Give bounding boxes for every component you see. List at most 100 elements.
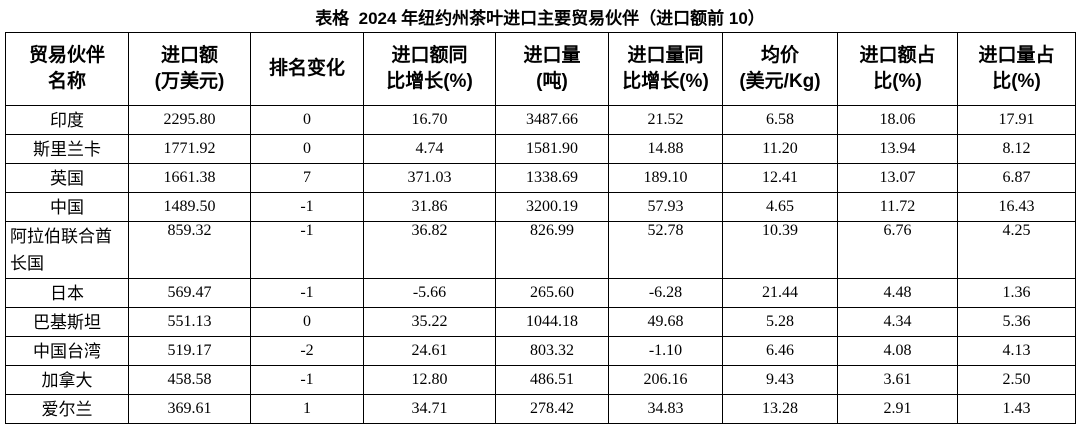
header-row: 贸易伙伴名称 进口额 (万美元) 排名变化 进口额同 比增长(%) 进口量 (吨) 进口量同比增… [5,32,1076,106]
data-cell: 859.32 [128,221,251,279]
data-cell: 24.61 [363,336,496,366]
data-cell: 1661.38 [128,163,251,193]
data-cell: 0 [250,105,364,135]
data-cell: 13.07 [837,163,958,193]
data-cell: 17.91 [957,105,1076,135]
header-cell: 进口额同 比增长(%) [363,32,496,106]
data-cell: 57.93 [608,192,723,222]
data-cell: 278.42 [495,394,609,424]
data-cell: 4.74 [363,134,496,164]
data-cell: 16.70 [363,105,496,135]
data-cell: 3487.66 [495,105,609,135]
header-line: 排名变化 [268,58,345,79]
data-cell: 265.60 [495,278,609,308]
data-cell: 1 [250,394,364,424]
data-cell: 13.28 [722,394,838,424]
table-row: 加拿大 458.58 -1 12.80 486.51 206.16 9.43 3.61 2.50 [5,365,1076,395]
data-table: 贸易伙伴名称 进口额 (万美元) 排名变化 进口额同 比增长(%) 进口量 (吨) 进口量同比增… [5,32,1076,424]
partner-name: 日本 [5,278,129,308]
data-cell: 1581.90 [495,134,609,164]
data-cell: 5.36 [957,307,1076,337]
partner-name: 中国 [5,192,129,222]
data-cell: 1771.92 [128,134,251,164]
header-line: (美元/Kg) [739,71,821,92]
header-line: (吨) [536,71,568,92]
partner-name: 斯里兰卡 [5,134,129,164]
header-line: 贸易伙伴 [28,45,105,66]
data-cell: 519.17 [128,336,251,366]
table-title: 表格 2024 年纽约州茶叶进口主要贸易伙伴（进口额前 10） [315,9,765,28]
header-line: 比(%) [873,71,922,92]
data-cell: 35.22 [363,307,496,337]
data-cell: 6.76 [837,221,958,279]
partner-name: 印度 [5,105,129,135]
partner-name: 中国台湾 [5,336,129,366]
data-cell: 0 [250,134,364,164]
data-cell: 803.32 [495,336,609,366]
data-cell: 206.16 [608,365,723,395]
table-row: 巴基斯坦 551.13 0 35.22 1044.18 49.68 5.28 4.34 5.36 [5,307,1076,337]
data-cell: 31.86 [363,192,496,222]
data-cell: 8.12 [957,134,1076,164]
data-cell: 3200.19 [495,192,609,222]
header-line: 均价 [760,45,799,66]
data-cell: 16.43 [957,192,1076,222]
header-cell: 均价 (美元/Kg) [722,32,838,106]
data-cell: 11.72 [837,192,958,222]
data-cell: 9.43 [722,365,838,395]
data-cell: 458.58 [128,365,251,395]
table-row: 阿拉伯联合酋长国 859.32 -1 36.82 826.99 52.78 10.39 6.7… [5,221,1076,279]
data-cell: 369.61 [128,394,251,424]
header-cell: 进口量 (吨) [495,32,609,106]
data-cell: 2.91 [837,394,958,424]
header-line: (万美元) [154,71,225,92]
header-cell: 进口量同比增长(%) [608,32,723,106]
partner-name: 爱尔兰 [5,394,129,424]
data-cell: 486.51 [495,365,609,395]
data-cell: 551.13 [128,307,251,337]
table-row: 印度 2295.80 0 16.70 3487.66 21.52 6.58 18.06 17.9… [5,105,1076,135]
data-cell: 2.50 [957,365,1076,395]
table-row: 中国台湾 519.17 -2 24.61 803.32 -1.10 6.46 4.08 4.13 [5,336,1076,366]
header-line: 进口量 [523,45,581,66]
data-cell: 4.34 [837,307,958,337]
header-line: 名称 [47,71,86,92]
data-cell: 7 [250,163,364,193]
data-cell: 10.39 [722,221,838,279]
data-cell: 49.68 [608,307,723,337]
data-cell: 12.41 [722,163,838,193]
header-line: 进口额占 [859,45,936,66]
data-cell: 6.58 [722,105,838,135]
partner-name: 巴基斯坦 [5,307,129,337]
data-cell: -5.66 [363,278,496,308]
data-cell: 1489.50 [128,192,251,222]
header-cell: 进口额 (万美元) [128,32,251,106]
header-line: 比(%) [992,71,1041,92]
table-row: 英国 1661.38 7 371.03 1338.69 189.10 12.41 13.07 6… [5,163,1076,193]
partner-name: 加拿大 [5,365,129,395]
partner-name: 英国 [5,163,129,193]
data-cell: 189.10 [608,163,723,193]
header-line: 进口量占 [978,45,1055,66]
data-cell: -1 [250,365,364,395]
data-cell: 14.88 [608,134,723,164]
data-cell: 6.46 [722,336,838,366]
header-cell: 进口量占比(%) [957,32,1076,106]
header-cell: 进口额占比(%) [837,32,958,106]
header-line: 比增长(%) [386,71,473,92]
header-line: 比增长(%) [622,71,709,92]
data-cell: 34.71 [363,394,496,424]
data-cell: 0 [250,307,364,337]
data-cell: 2295.80 [128,105,251,135]
data-cell: 21.44 [722,278,838,308]
data-cell: 4.25 [957,221,1076,279]
header-cell: 排名变化 [250,32,364,106]
table-row: 中国 1489.50 -1 31.86 3200.19 57.93 4.65 11.72 16.… [5,192,1076,222]
data-cell: 13.94 [837,134,958,164]
partner-name: 阿拉伯联合酋长国 [5,221,129,279]
header-line: 进口量同 [627,45,704,66]
data-cell: 569.47 [128,278,251,308]
data-cell: 4.48 [837,278,958,308]
data-cell: 1.36 [957,278,1076,308]
